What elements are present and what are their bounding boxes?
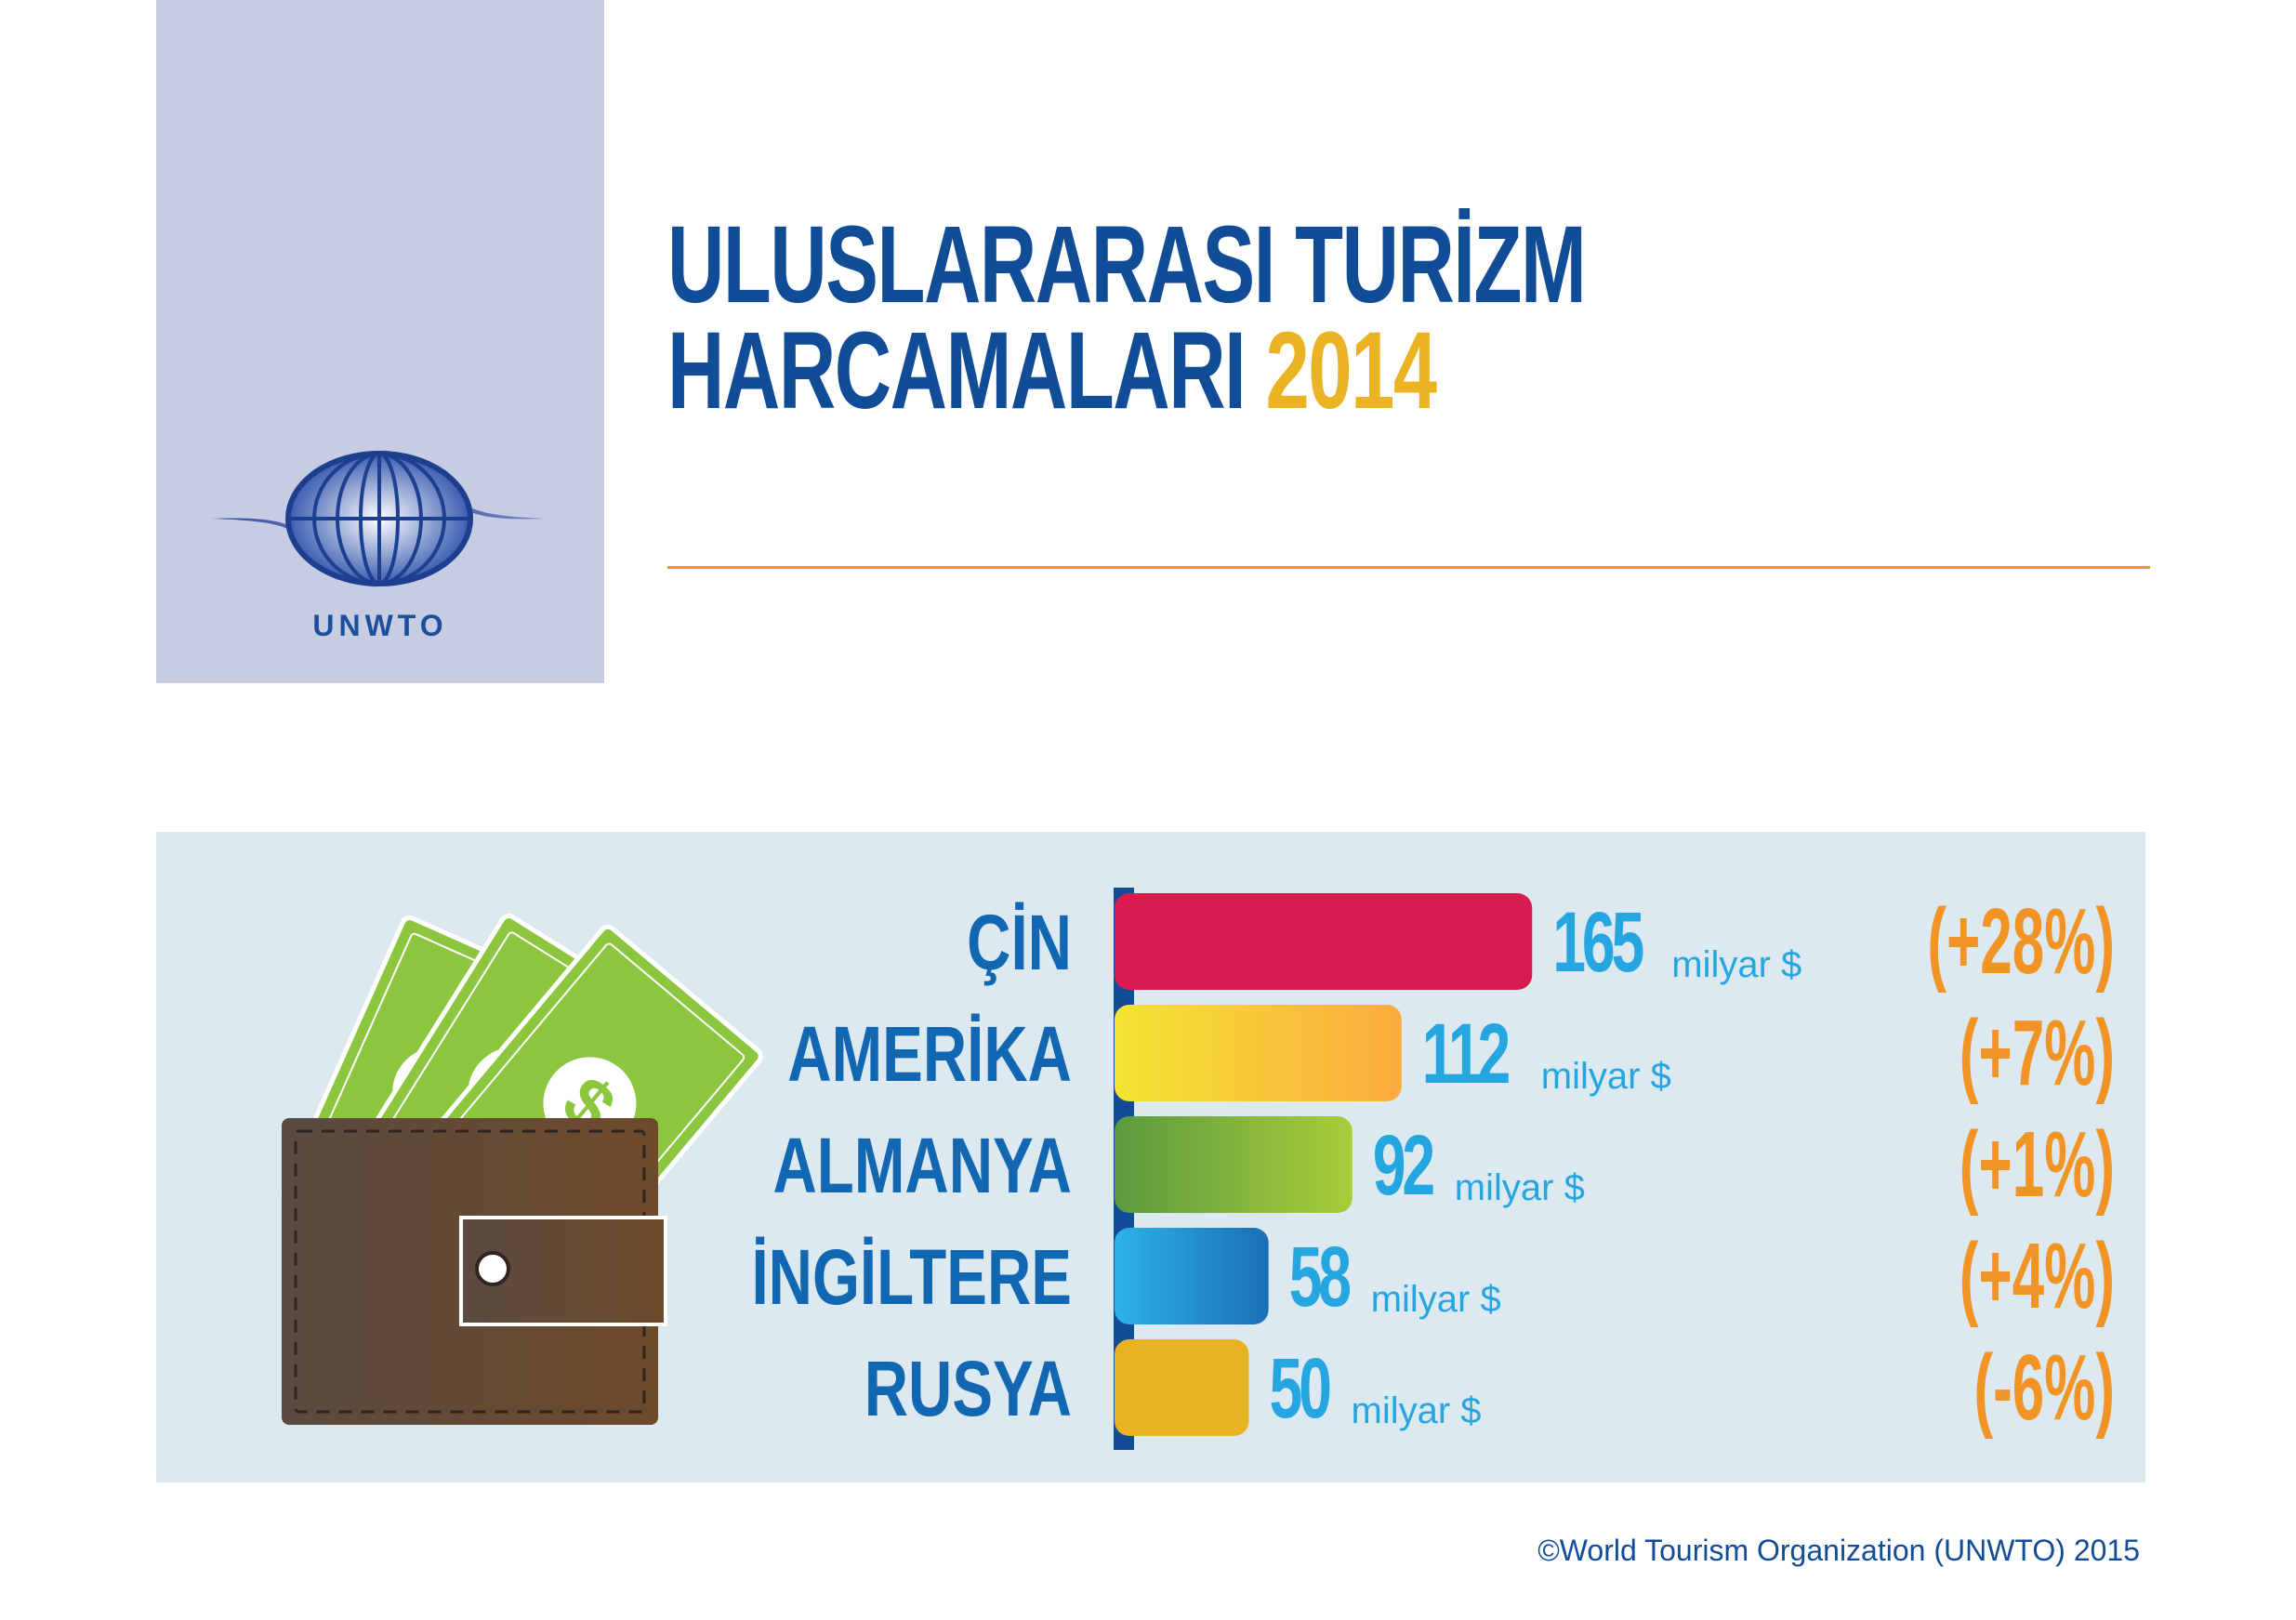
- category-label: İNGİLTERE: [751, 1233, 1072, 1321]
- bar: [1115, 1228, 1269, 1324]
- title-word: HARCAMALARI: [667, 310, 1247, 432]
- unit-label: milyar $: [1352, 1390, 1482, 1431]
- value-label: 50: [1270, 1340, 1330, 1436]
- bars-layer: ÇİN 165 milyar $ (+28%) AMERİKA 112 milyar $ (+…: [751, 888, 2115, 1450]
- bar: [1115, 1005, 1402, 1101]
- bar: [1115, 893, 1533, 990]
- wallet-icon: $: [281, 914, 763, 1425]
- value-label: 165: [1552, 894, 1643, 990]
- page-title: ULUSLARARASI TURİZM HARCAMALARI 2014: [667, 204, 1587, 426]
- category-label: AMERİKA: [787, 1010, 1072, 1098]
- globe-icon: [212, 450, 547, 587]
- title-year: 2014: [1265, 310, 1437, 432]
- title-divider: [667, 566, 2150, 569]
- unit-label: milyar $: [1541, 1056, 1671, 1097]
- chart-panel: $ ÇİN 165 milyar $ (+28%) AMERİKA 112 milyar $…: [156, 832, 2145, 1482]
- unit-label: milyar $: [1371, 1279, 1501, 1320]
- bar: [1115, 1116, 1353, 1213]
- title-line-2: HARCAMALARI 2014: [667, 316, 1585, 426]
- bar-chart: $ ÇİN 165 milyar $ (+28%) AMERİKA 112 milyar $…: [281, 888, 2115, 1450]
- value-label: 92: [1373, 1117, 1433, 1213]
- category-label: RUSYA: [864, 1345, 1072, 1432]
- value-label: 112: [1422, 1006, 1509, 1101]
- category-label: ALMANYA: [773, 1122, 1072, 1209]
- logo-text: UNWTO: [312, 609, 448, 642]
- title-line-1: ULUSLARARASI TURİZM: [667, 204, 1587, 326]
- copyright: ©World Tourism Organization (UNWTO) 2015: [1537, 1534, 2140, 1567]
- value-label: 58: [1289, 1229, 1351, 1324]
- unit-label: milyar $: [1455, 1167, 1585, 1208]
- change-label: (-6%): [1973, 1336, 2115, 1440]
- change-label: (+1%): [1960, 1113, 2115, 1217]
- bar: [1115, 1339, 1249, 1436]
- logo-panel: UNWTO: [156, 0, 604, 683]
- unit-label: milyar $: [1671, 944, 1801, 985]
- change-label: (+4%): [1960, 1224, 2115, 1328]
- change-label: (+7%): [1960, 1001, 2115, 1105]
- category-label: ÇİN: [967, 899, 1072, 986]
- change-label: (+28%): [1927, 889, 2115, 994]
